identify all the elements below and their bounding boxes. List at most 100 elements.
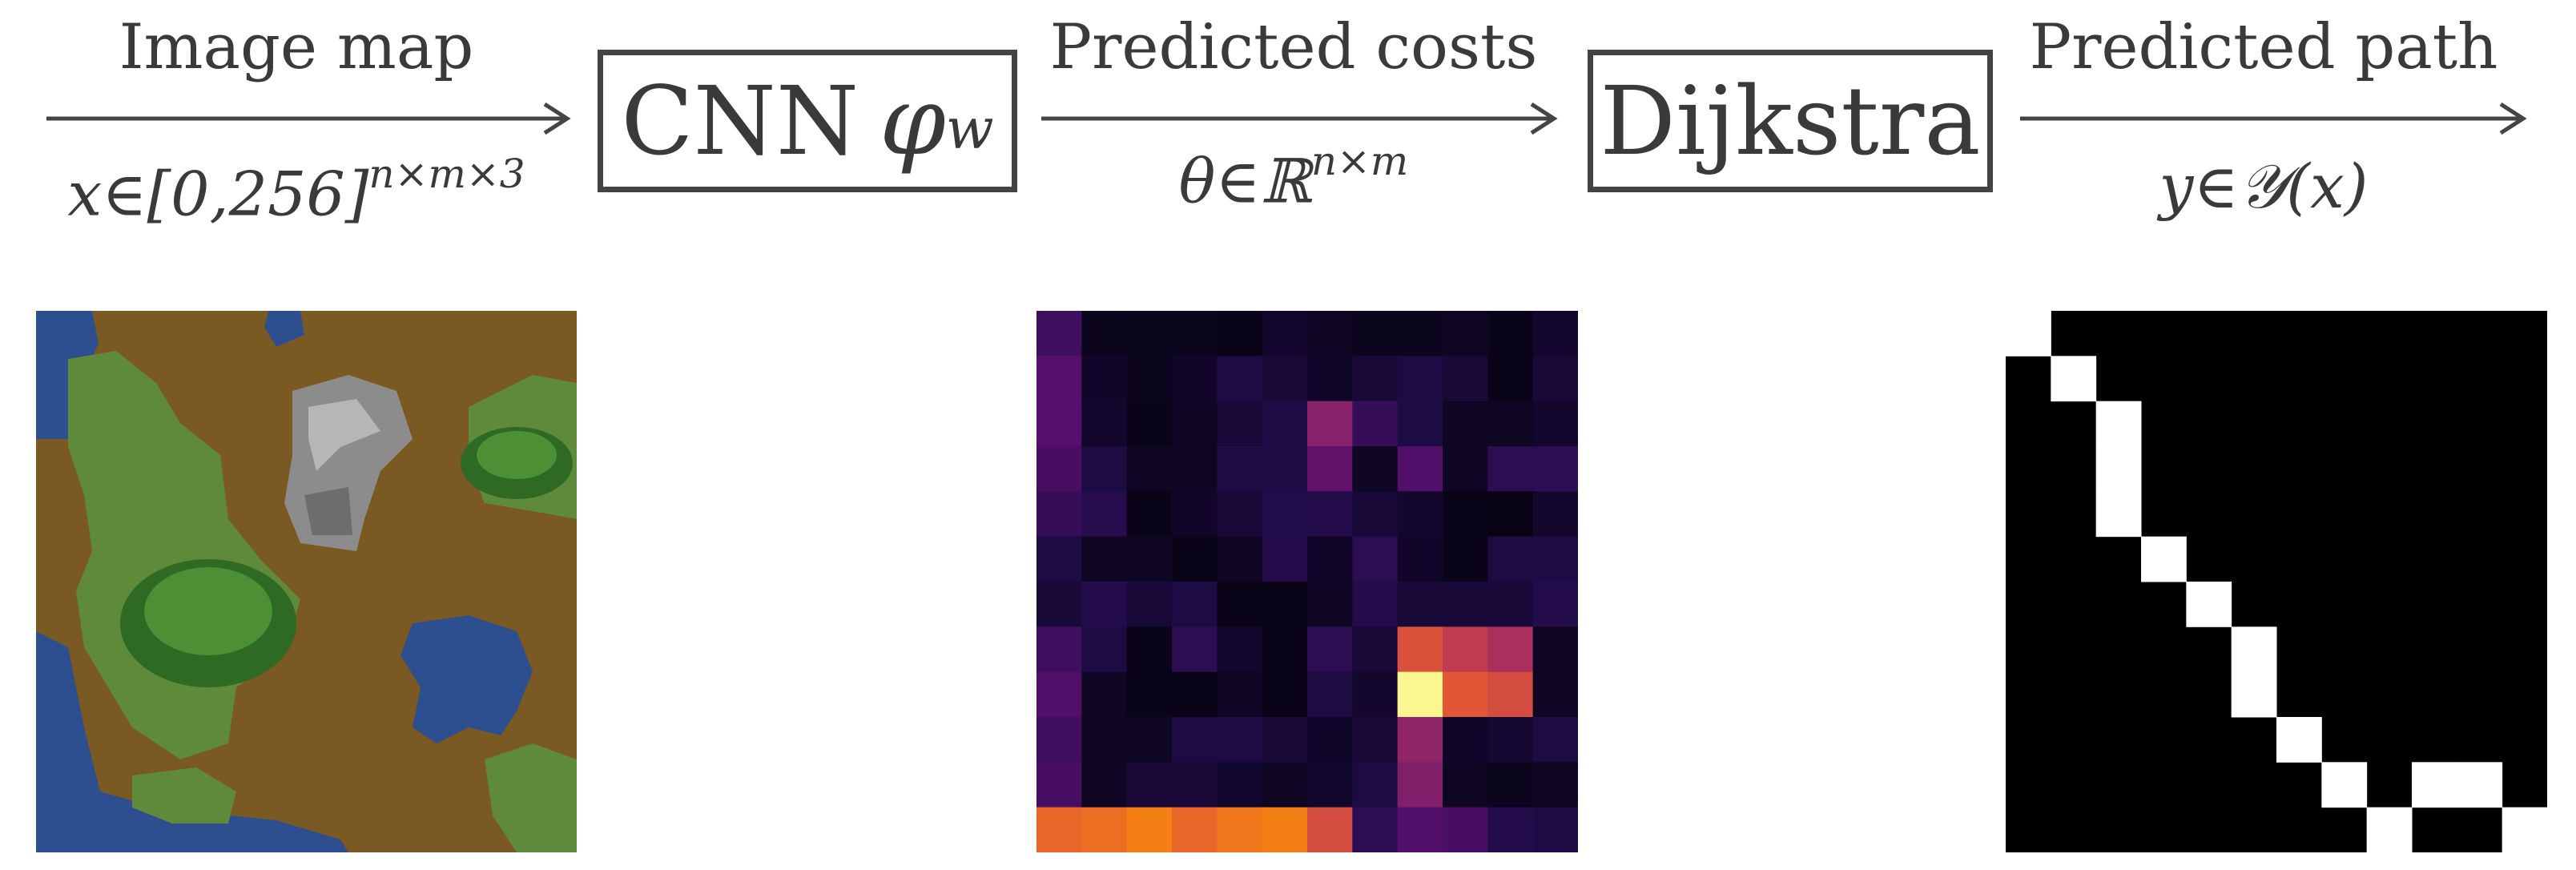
heatmap-cell <box>1217 491 1263 538</box>
costs-math: θ∈ℝn×m <box>1178 138 1409 217</box>
heatmap-cell <box>1487 626 1534 673</box>
heatmap-cell <box>1036 626 1082 673</box>
path-cell <box>2412 762 2457 808</box>
heatmap-cell <box>1172 311 1218 356</box>
heatmap-cell <box>1126 311 1173 356</box>
heatmap-cell <box>1126 401 1173 447</box>
heatmap-cell <box>1262 356 1308 402</box>
heatmap-cell <box>1036 311 1082 356</box>
heatmap-cell <box>1217 536 1263 582</box>
heatmap-cell <box>1487 401 1534 447</box>
heatmap-cell <box>1126 536 1173 582</box>
heatmap-cell <box>1307 446 1353 492</box>
heatmap-cell <box>1081 401 1128 447</box>
path-cell <box>2095 401 2142 447</box>
heatmap-cell <box>1036 536 1082 582</box>
path-cell <box>2502 807 2547 852</box>
heatmap-cell <box>1352 356 1399 402</box>
cnn-name: CNN <box>621 66 859 176</box>
heatmap-cell <box>1126 446 1173 492</box>
heatmap-cell <box>1126 582 1173 627</box>
heatmap-cell <box>1172 626 1218 673</box>
input-arrow <box>46 103 571 135</box>
heatmap-cell <box>1036 582 1082 627</box>
heatmap-cell <box>1172 446 1218 492</box>
heatmap-cell <box>1532 536 1578 582</box>
heatmap-cell <box>1532 762 1578 808</box>
heatmap-cell <box>1443 582 1488 627</box>
path-cell <box>2457 762 2503 808</box>
heatmap-cell <box>1081 807 1128 852</box>
heatmap-cell <box>1172 807 1218 852</box>
dijkstra-name: Dijkstra <box>1600 66 1981 176</box>
heatmap-cell <box>1487 807 1534 852</box>
heatmap-cell <box>1081 671 1128 718</box>
heatmap-cell <box>1172 717 1218 763</box>
path-cell <box>2321 762 2368 808</box>
heatmap-cell <box>1036 446 1082 492</box>
heatmap-cell <box>1532 671 1578 718</box>
heatmap-cell <box>1532 807 1578 852</box>
output-arrow <box>2020 103 2527 135</box>
heatmap-cell <box>1081 311 1128 356</box>
heatmap-cell <box>1352 807 1399 852</box>
cost-heatmap <box>1036 311 1578 852</box>
heatmap-cell <box>1532 401 1578 447</box>
heatmap-cell <box>1397 626 1443 673</box>
heatmap-cell <box>1532 582 1578 627</box>
terrain-map-image <box>36 311 577 852</box>
heatmap-cell <box>1307 536 1353 582</box>
heatmap-cell <box>1262 671 1308 718</box>
heatmap-cell <box>1262 446 1308 492</box>
heatmap-cell <box>1532 626 1578 673</box>
heatmap-cell <box>1262 807 1308 852</box>
heatmap-cell <box>1397 311 1443 356</box>
path-cell <box>2141 536 2187 582</box>
heatmap-cell <box>1307 491 1353 538</box>
heatmap-cell <box>1532 491 1578 538</box>
heatmap-cell <box>1307 717 1353 763</box>
heatmap-cell <box>1217 582 1263 627</box>
input-label: Image map <box>119 11 474 83</box>
heatmap-cell <box>1172 491 1218 538</box>
path-grid <box>2006 311 2547 852</box>
heatmap-cell <box>1487 356 1534 402</box>
heatmap-cell <box>1262 491 1308 538</box>
heatmap-cell <box>1217 311 1263 356</box>
heatmap-cell <box>1262 401 1308 447</box>
heatmap-cell <box>1443 401 1488 447</box>
heatmap-cell <box>1352 671 1399 718</box>
heatmap-cell <box>1126 626 1173 673</box>
heatmap-cell <box>1217 717 1263 763</box>
heatmap-cell <box>1443 762 1488 808</box>
heatmap-cell <box>1397 671 1443 718</box>
path-cell <box>2006 311 2051 356</box>
heatmap-cell <box>1217 626 1263 673</box>
heatmap-cell <box>1036 807 1082 852</box>
heatmap-cell <box>1081 491 1128 538</box>
heatmap-cell <box>1443 626 1488 673</box>
heatmap-cell <box>1172 762 1218 808</box>
output-label: Predicted path <box>2029 11 2498 83</box>
heatmap-cell <box>1262 582 1308 627</box>
heatmap-cell <box>1352 762 1399 808</box>
heatmap-cell <box>1532 446 1578 492</box>
heatmap-cell <box>1352 491 1399 538</box>
heatmap-cell <box>1443 446 1488 492</box>
path-cell <box>2231 671 2277 718</box>
heatmap-cell <box>1397 762 1443 808</box>
heatmap-cell <box>1217 401 1263 447</box>
path-cell <box>2186 582 2232 627</box>
heatmap-cell <box>1487 717 1534 763</box>
heatmap-cell <box>1532 311 1578 356</box>
heatmap-cell <box>1397 356 1443 402</box>
heatmap-cell <box>1397 807 1443 852</box>
heatmap-cell <box>1307 807 1353 852</box>
heatmap-cell <box>1081 762 1128 808</box>
dijkstra-box: Dijkstra <box>1588 50 1993 192</box>
heatmap-cell <box>1172 401 1218 447</box>
heatmap-cell <box>1217 807 1263 852</box>
heatmap-cell <box>1307 401 1353 447</box>
heatmap-cell <box>1217 762 1263 808</box>
